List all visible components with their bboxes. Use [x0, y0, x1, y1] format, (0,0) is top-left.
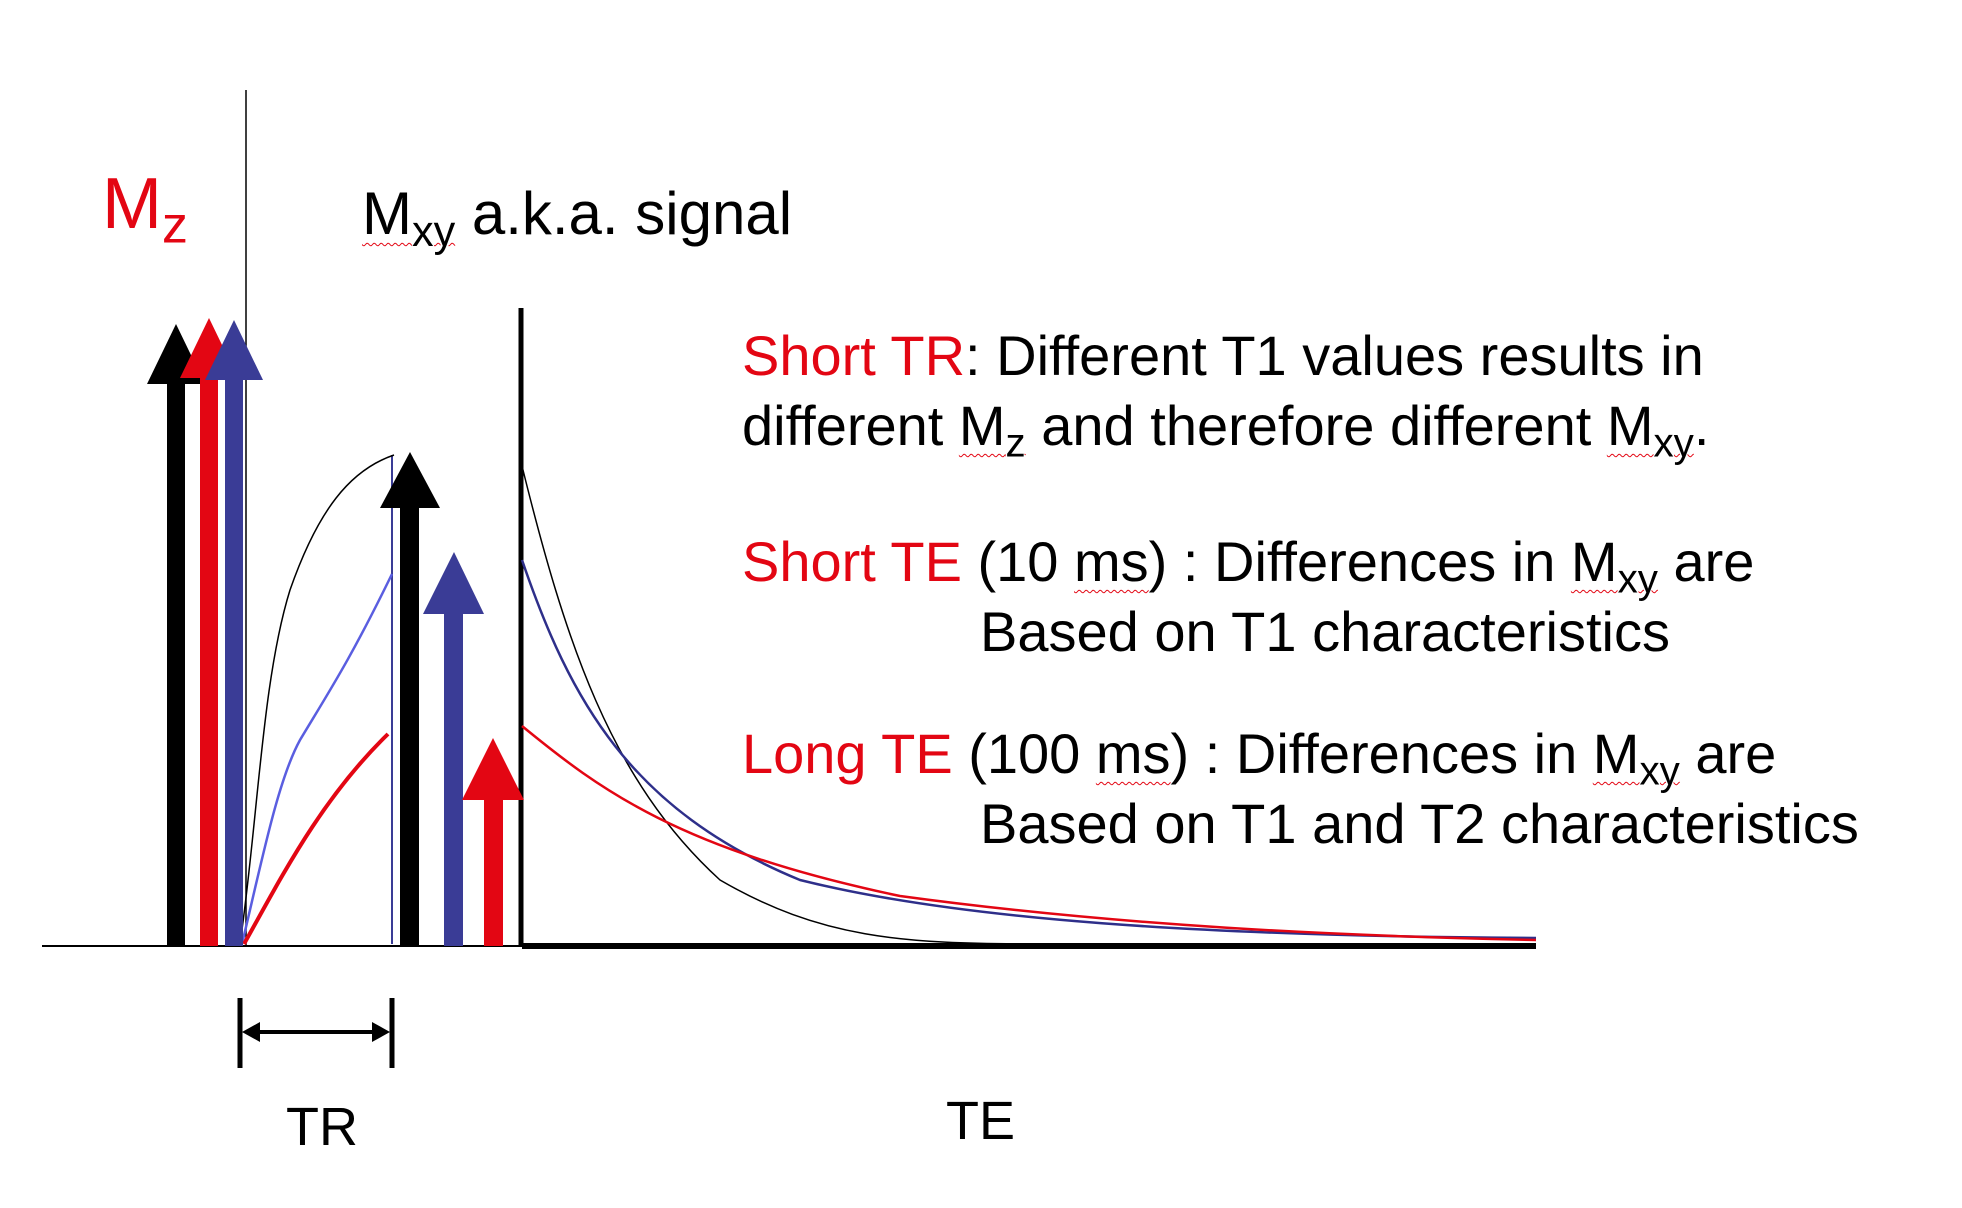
- mxy-label-rest: a.k.a. signal: [455, 180, 793, 247]
- decay-curve-red: [521, 725, 1537, 942]
- short-tr-line2: different Mz and therefore different Mxy…: [742, 398, 1709, 463]
- mxy-signal-label: Mxy a.k.a. signal: [362, 184, 792, 254]
- short-tr-mxy: Mxy: [1606, 394, 1694, 466]
- recovery-curve-black: [239, 454, 395, 945]
- short-te-heading: Short TE: [742, 530, 962, 593]
- mz-label: Mz: [102, 168, 188, 250]
- tr-interval-bracket: [237, 998, 395, 1068]
- short-te-paren-b: ) : Differences in: [1148, 530, 1571, 593]
- decay-curve-black: [521, 465, 1536, 945]
- long-te-mxy: Mxy: [1592, 722, 1680, 794]
- short-te-line1: Short TE (10 ms) : Differences in Mxy ar…: [742, 534, 1754, 599]
- long-te-paren-b: ) : Differences in: [1170, 722, 1593, 785]
- mz-arrow-black: [147, 324, 205, 946]
- long-te-line1: Long TE (100 ms) : Differences in Mxy ar…: [742, 726, 1776, 791]
- te-label: TE: [946, 1091, 1016, 1151]
- short-tr-mz: Mz: [958, 394, 1026, 466]
- mz-label-main: M: [102, 164, 162, 244]
- long-te-line2: Based on T1 and T2 characteristics: [980, 792, 1859, 855]
- tr-label: TR: [286, 1097, 358, 1157]
- short-tr-line1: Short TR: Different T1 values results in: [742, 328, 1704, 384]
- recovery-curve-blue: [240, 573, 394, 945]
- long-te-end: are: [1679, 722, 1777, 785]
- long-te-ms: ms: [1095, 722, 1171, 785]
- mxy-arrow-blue: [423, 552, 484, 946]
- short-tr-period: .: [1693, 394, 1710, 457]
- short-te-line2: Based on T1 characteristics: [980, 600, 1670, 663]
- long-te-heading: Long TE: [742, 722, 953, 785]
- long-te-paren-a: (100: [952, 722, 1096, 785]
- short-te-mxy: Mxy: [1570, 530, 1658, 602]
- short-tr-text-2a: different: [742, 394, 959, 457]
- mxy-arrow-black: [380, 452, 440, 946]
- mz-label-sub: z: [161, 195, 188, 254]
- short-te-paren-a: (10: [961, 530, 1075, 593]
- decay-curve-blue: [520, 559, 1537, 940]
- mxy-arrow-red: [462, 738, 524, 946]
- short-tr-heading: Short TR: [742, 324, 966, 387]
- short-te-end: are: [1657, 530, 1755, 593]
- short-te-ms: ms: [1074, 530, 1149, 593]
- short-tr-text-1: : Different T1 values results in: [965, 324, 1704, 387]
- recovery-curve-red: [242, 732, 390, 945]
- short-tr-text-2b: and therefore different: [1025, 394, 1607, 457]
- mz-arrow-blue: [205, 320, 263, 946]
- mxy-label-main: Mxy: [362, 180, 456, 257]
